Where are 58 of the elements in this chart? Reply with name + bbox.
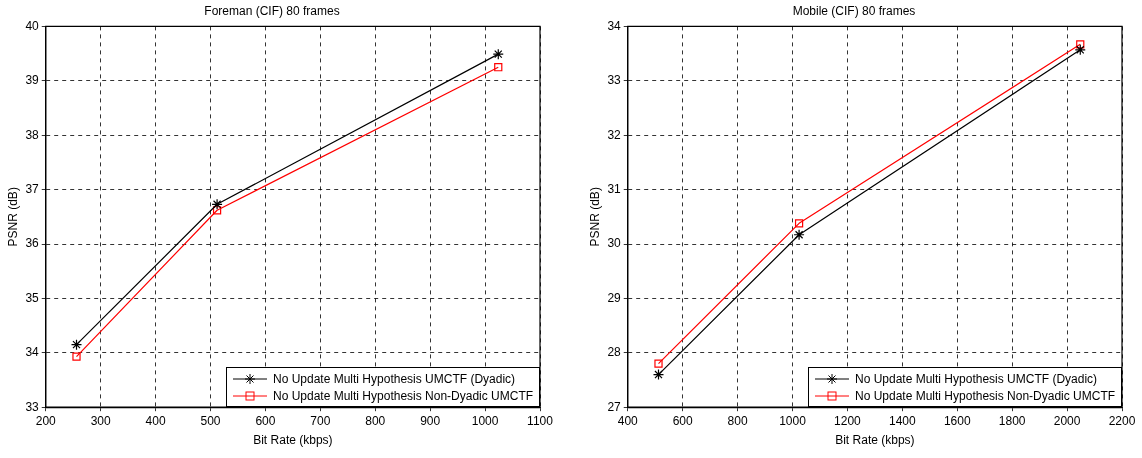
- y-axis-title: PSNR (dB): [5, 187, 20, 247]
- x-tick-label: 1600: [943, 413, 971, 428]
- x-tick-label: 400: [145, 413, 166, 428]
- x-tick-label: 1200: [834, 413, 862, 428]
- point: [494, 63, 503, 72]
- x-tick-label: 1100: [527, 413, 554, 428]
- y-tick-label: 31: [607, 181, 622, 196]
- x-tick-label: 400: [617, 413, 639, 428]
- y-tick-label: 40: [25, 18, 40, 33]
- point: [492, 48, 504, 60]
- x-tick-label: 1000: [471, 413, 499, 428]
- y-tick-label: 38: [25, 127, 40, 142]
- y-tick-label: 34: [607, 18, 622, 33]
- x-axis-title: Bit Rate (kbps): [835, 433, 915, 448]
- y-tick-label: 29: [607, 290, 622, 305]
- y-tick-label: 34: [25, 345, 40, 360]
- x-tick-label: 900: [420, 413, 441, 428]
- legend-label: No Update Multi Hypothesis UMCTF (Dyadic): [855, 371, 1098, 386]
- x-tick-label: 1400: [888, 413, 916, 428]
- point: [1074, 44, 1086, 56]
- x-tick-label: 200: [35, 413, 57, 428]
- y-tick-label: 27: [607, 399, 622, 414]
- legend-label: No Update Multi Hypothesis UMCTF (Dyadic): [273, 371, 516, 386]
- x-tick-label: 2200: [1108, 413, 1136, 428]
- point: [794, 219, 804, 228]
- legend-label: No Update Multi Hypothesis Non-Dyadic UMCTF: [855, 388, 1116, 403]
- x-tick-label: 600: [672, 413, 693, 428]
- x-tick-label: 800: [727, 413, 748, 428]
- y-axis-title: PSNR (dB): [587, 187, 602, 247]
- x-tick-label: 1000: [779, 413, 807, 428]
- chart-title: Mobile (CIF) 80 frames: [792, 3, 916, 18]
- y-tick-label: 35: [25, 290, 40, 305]
- point: [211, 198, 223, 210]
- x-tick-label: 300: [90, 413, 111, 428]
- x-tick-label: 1800: [998, 413, 1026, 428]
- point: [70, 339, 83, 351]
- y-tick-label: 33: [607, 73, 622, 88]
- point: [1076, 40, 1085, 49]
- point: [72, 352, 81, 361]
- x-axis-title: Bit Rate (kbps): [253, 433, 333, 448]
- y-tick-label: 30: [607, 236, 622, 251]
- x-tick-label: 600: [255, 413, 276, 428]
- x-tick-label: 2000: [1053, 413, 1081, 428]
- y-tick-label: 28: [607, 345, 622, 360]
- chart-title: Foreman (CIF) 80 frames: [204, 3, 340, 18]
- x-tick-label: 500: [200, 413, 221, 428]
- y-tick-label: 36: [25, 236, 40, 251]
- point: [652, 368, 665, 381]
- point: [212, 206, 222, 215]
- legend-label: No Update Multi Hypothesis Non-Dyadic UMCTF: [273, 388, 534, 403]
- point: [654, 359, 663, 368]
- x-tick-label: 700: [310, 413, 331, 428]
- y-tick-label: 37: [25, 181, 40, 196]
- y-tick-label: 32: [607, 127, 622, 142]
- point: [793, 229, 805, 241]
- x-tick-label: 800: [365, 413, 386, 428]
- y-tick-label: 33: [25, 399, 40, 414]
- y-tick-label: 39: [25, 73, 40, 88]
